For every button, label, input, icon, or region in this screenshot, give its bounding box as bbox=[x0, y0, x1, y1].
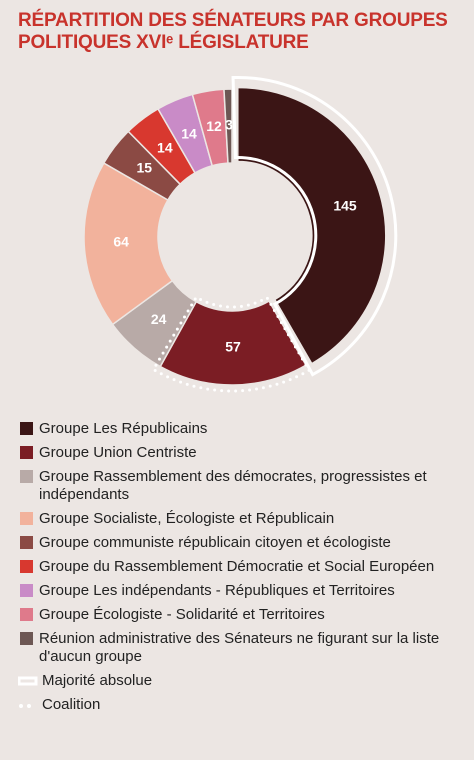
legend-item: Réunion administrative des Sénateurs ne … bbox=[18, 630, 458, 666]
value-label: 145 bbox=[333, 197, 357, 213]
value-label: 12 bbox=[206, 118, 222, 134]
legend-item: Groupe Union Centriste bbox=[18, 444, 458, 462]
majority-outline bbox=[231, 76, 398, 377]
legend-label: Groupe Les indépendants - Républiques et… bbox=[39, 582, 395, 599]
legend-swatch bbox=[20, 632, 33, 645]
annotation-icon bbox=[18, 676, 38, 686]
donut-segment bbox=[83, 161, 174, 326]
legend-label: Groupe du Rassemblement Démocratie et So… bbox=[39, 558, 435, 575]
chart-title: RÉPARTITION DES SÉNATEURS PAR GROUPES PO… bbox=[18, 10, 448, 54]
value-label: 57 bbox=[225, 339, 241, 355]
legend-swatch bbox=[20, 446, 33, 459]
value-label: 3 bbox=[225, 117, 233, 133]
title-line: POLITIQUES XVIᵉ LÉGISLATURE bbox=[18, 32, 309, 53]
legend-label: Réunion administrative des Sénateurs ne … bbox=[39, 630, 440, 665]
donut-segment bbox=[223, 88, 233, 164]
legend-item: Groupe Écologiste - Solidarité et Territ… bbox=[18, 606, 458, 624]
legend-label: Groupe communiste républicain citoyen et… bbox=[39, 534, 391, 551]
title-line: RÉPARTITION DES SÉNATEURS PAR GROUPES bbox=[18, 10, 448, 31]
legend-item: Groupe du Rassemblement Démocratie et So… bbox=[18, 558, 458, 576]
value-label: 24 bbox=[151, 311, 167, 327]
donut-segment bbox=[159, 300, 308, 386]
legend-swatch bbox=[20, 608, 33, 621]
legend-swatch bbox=[20, 422, 33, 435]
legend-label: Groupe Socialiste, Écologiste et Républi… bbox=[39, 510, 335, 527]
legend: Groupe Les Républicains Groupe Union Cent… bbox=[18, 420, 458, 720]
legend-item: Groupe Les Républicains bbox=[18, 420, 458, 438]
legend-label: Groupe Union Centriste bbox=[39, 444, 197, 461]
legend-swatch bbox=[20, 470, 33, 483]
legend-label: Groupe Les Républicains bbox=[39, 420, 208, 437]
legend-swatch bbox=[20, 560, 33, 573]
legend-item: Groupe communiste républicain citoyen et… bbox=[18, 534, 458, 552]
value-label: 14 bbox=[157, 139, 173, 155]
legend-label: Groupe Écologiste - Solidarité et Territ… bbox=[39, 606, 325, 623]
legend-swatch bbox=[20, 512, 33, 525]
legend-item: Groupe Les indépendants - Républiques et… bbox=[18, 582, 458, 600]
value-label: 15 bbox=[136, 160, 152, 176]
legend-swatch bbox=[20, 584, 33, 597]
annotation-label: Majorité absolue bbox=[42, 672, 153, 689]
annotation-label: Coalition bbox=[42, 696, 101, 713]
legend-annotation: Majorité absolue bbox=[18, 672, 458, 690]
value-label: 64 bbox=[113, 234, 129, 250]
donut-chart: 145 57 24 64 15 14 14 12 3 bbox=[83, 76, 398, 393]
icon-line bbox=[18, 676, 38, 686]
donut-segment bbox=[237, 86, 387, 365]
legend-item: Groupe Socialiste, Écologiste et Républi… bbox=[18, 510, 458, 528]
legend-item: Groupe Rassemblement des démocrates, pro… bbox=[18, 468, 458, 504]
annotation-icon bbox=[19, 704, 38, 708]
legend-swatch bbox=[20, 536, 33, 549]
legend-annotation: Coalition bbox=[18, 696, 458, 714]
value-label: 14 bbox=[181, 125, 197, 141]
legend-label: Groupe Rassemblement des démocrates, pro… bbox=[39, 468, 427, 503]
